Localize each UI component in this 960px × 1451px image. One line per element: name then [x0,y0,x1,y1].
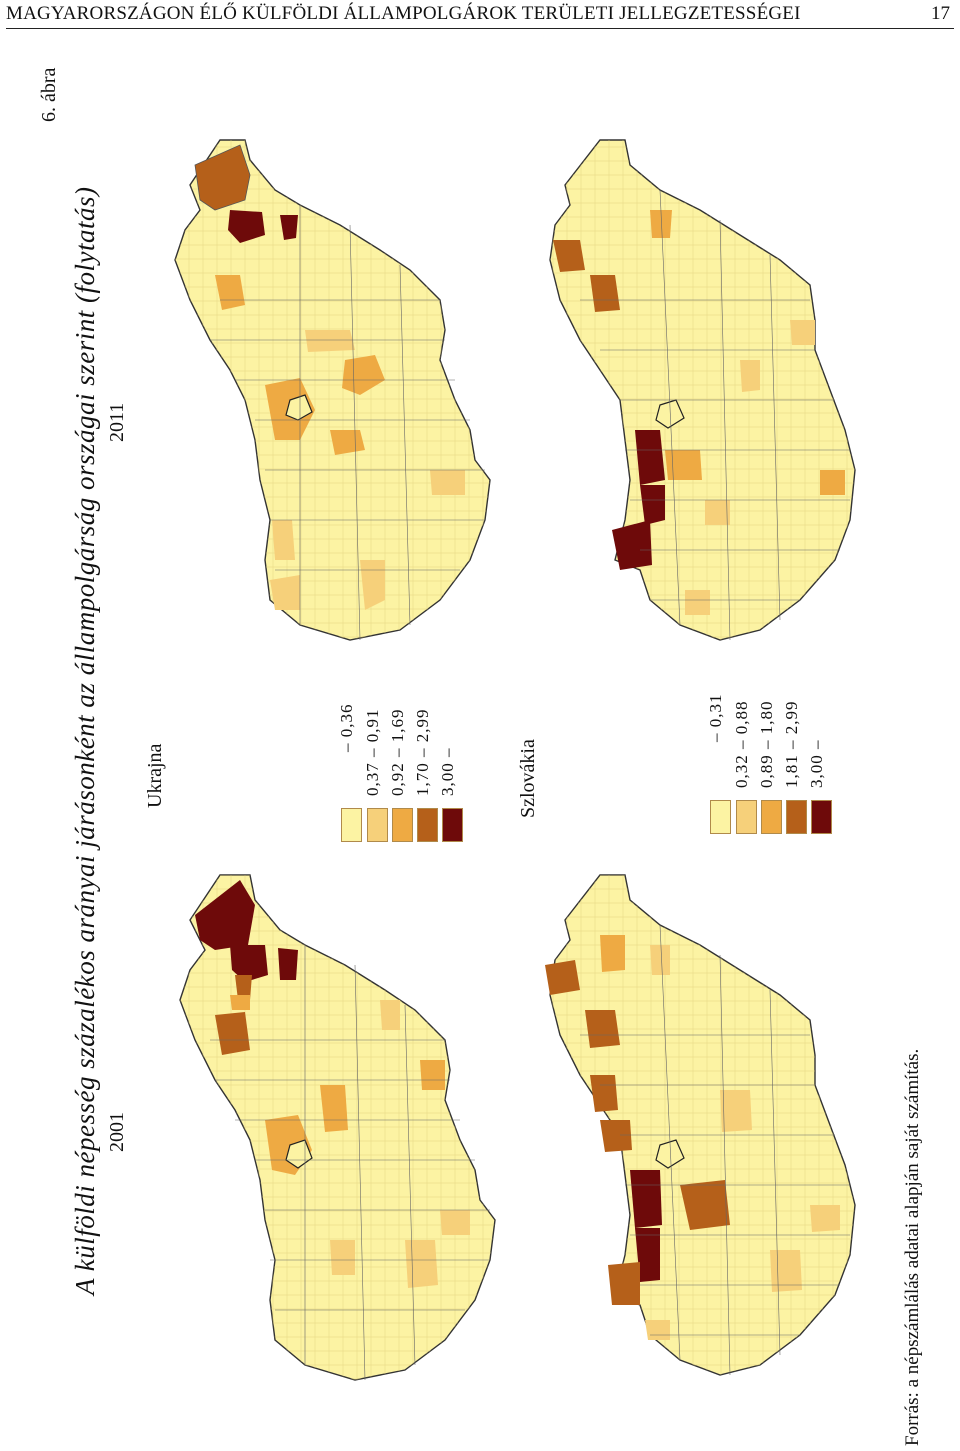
legend-swatch-szlovakia-4 [786,800,807,834]
page-header: MAGYARORSZÁGON ÉLŐ KÜLFÖLDI ÁLLAMPOLGÁRO… [6,0,954,29]
map-szlovakia-2001 [545,874,856,1376]
figure-caption: A külföldi népesség százalékos arányai j… [70,186,100,1295]
map-ukrajna-2011 [174,139,491,641]
legend-label-ukrajna-4: 1,70 – 2,99 [413,708,432,797]
legend-swatch-ukrajna-2 [367,808,388,842]
legend-swatch-ukrajna-4 [417,808,438,842]
legend-label-ukrajna-1: – 0,36 [337,703,356,753]
legend-swatch-ukrajna-3 [392,808,413,842]
legend-title-szlovakia: Szlovákia [517,739,539,818]
year-label-2001: 2001 [106,1112,128,1152]
legend-swatch-szlovakia-2 [736,800,757,834]
legend-swatch-ukrajna-5 [442,808,463,842]
figure-label: 6. ábra [38,67,60,122]
legend-title-ukrajna: Ukrajna [144,743,166,808]
legend-label-ukrajna-5: 3,00 – [438,747,457,797]
running-title: MAGYARORSZÁGON ÉLŐ KÜLFÖLDI ÁLLAMPOLGÁRO… [6,3,801,24]
map-ukrajna-2001 [179,874,496,1381]
legend-label-szlovakia-3: 0,89 – 1,80 [757,700,776,789]
legend-swatch-szlovakia-1 [710,800,731,834]
legend-label-szlovakia-4: 1,81 – 2,99 [782,700,801,789]
legend-label-ukrajna-2: 0,37 – 0,91 [363,708,382,797]
legend-swatch-ukrajna-1 [341,808,362,842]
legend-label-szlovakia-5: 3,00 – [807,739,826,789]
page-number: 17 [931,3,950,24]
year-label-2011: 2011 [106,402,128,442]
legend-label-szlovakia-2: 0,32 – 0,88 [732,700,751,789]
legend-label-szlovakia-1: – 0,31 [706,693,725,743]
map-szlovakia-2011 [549,139,856,641]
legend-swatch-szlovakia-5 [811,800,832,834]
source-note: Forrás: a népszámlálás adatai alapján sa… [902,1048,923,1446]
legend-swatch-szlovakia-3 [761,800,782,834]
legend-label-ukrajna-3: 0,92 – 1,69 [388,708,407,797]
